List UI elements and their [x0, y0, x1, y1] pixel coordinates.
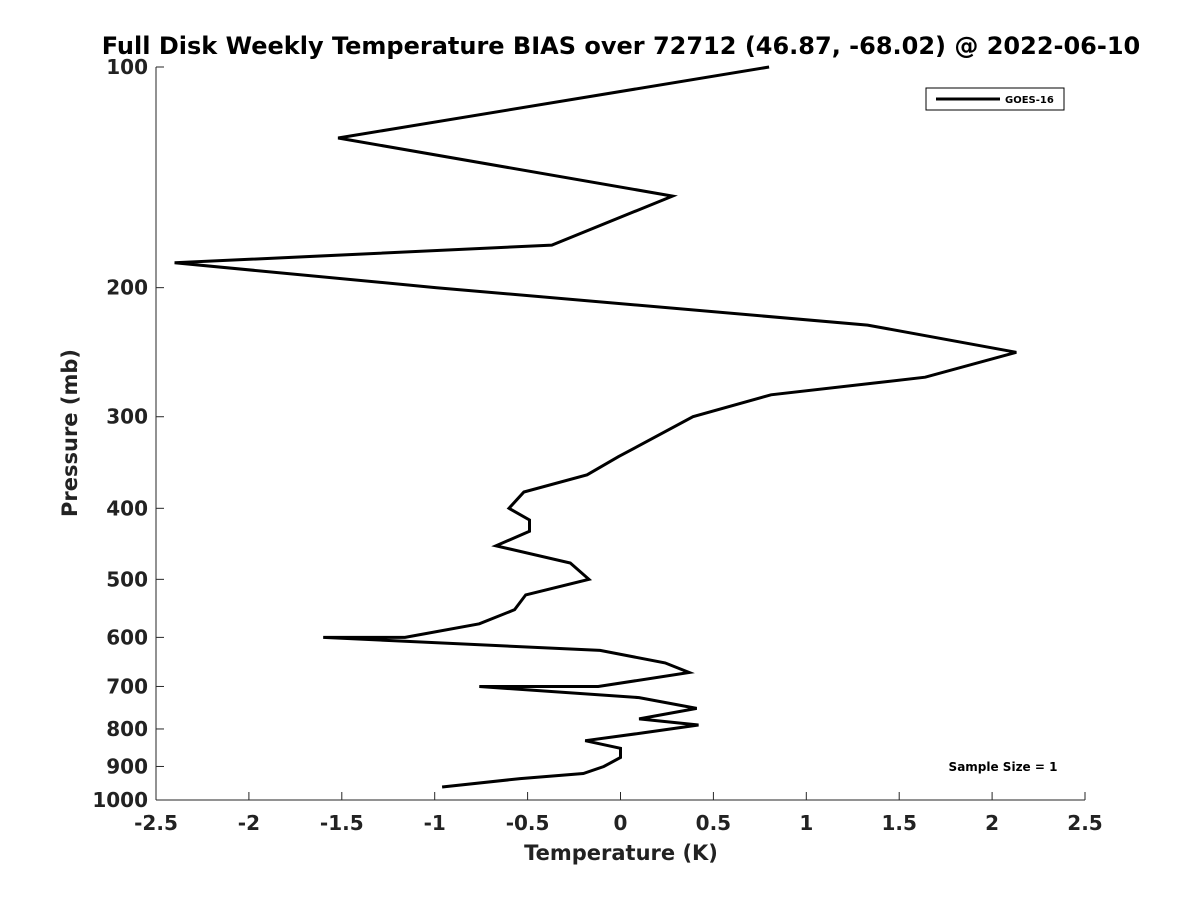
y-tick-label: 600 [106, 625, 148, 649]
y-tick-label: 500 [106, 567, 148, 591]
y-tick-label: 700 [106, 674, 148, 698]
sample-size-annotation: Sample Size = 1 [949, 760, 1058, 774]
series-layer [174, 65, 1017, 789]
legend-label-goes-16: GOES-16 [1005, 95, 1054, 106]
y-axis-label: Pressure (mb) [58, 349, 82, 517]
series-line-goes-16 [174, 65, 1017, 789]
y-tick-label: 300 [106, 405, 148, 429]
x-tick-label: 1 [799, 811, 813, 835]
x-tick-label: 0.5 [696, 811, 731, 835]
y-tick-label: 200 [106, 276, 148, 300]
x-tick-label: -1 [424, 811, 446, 835]
x-tick-label: 2 [985, 811, 999, 835]
x-tick-label: -0.5 [506, 811, 550, 835]
x-tick-label: 1.5 [881, 811, 916, 835]
y-tick-label: 800 [106, 717, 148, 741]
y-tick-label: 900 [106, 754, 148, 778]
x-tick-label: -2.5 [134, 811, 178, 835]
x-tick-label: 2.5 [1067, 811, 1102, 835]
x-tick-label: 0 [614, 811, 628, 835]
axes: -2.5 -2 -1.5 -1 -0.5 0 0.5 1 1.5 2 2.5 100 200 300 400… [92, 55, 1102, 835]
x-axis-label: Temperature (K) [524, 841, 718, 865]
chart-title: Full Disk Weekly Temperature BIAS over 7… [102, 32, 1141, 60]
y-tick-label: 100 [106, 55, 148, 79]
legend: GOES-16 [925, 87, 1065, 111]
x-tick-label: -2 [238, 811, 260, 835]
y-tick-label: 400 [106, 496, 148, 520]
x-tick-label: -1.5 [320, 811, 364, 835]
y-tick-label: 1000 [92, 788, 148, 812]
